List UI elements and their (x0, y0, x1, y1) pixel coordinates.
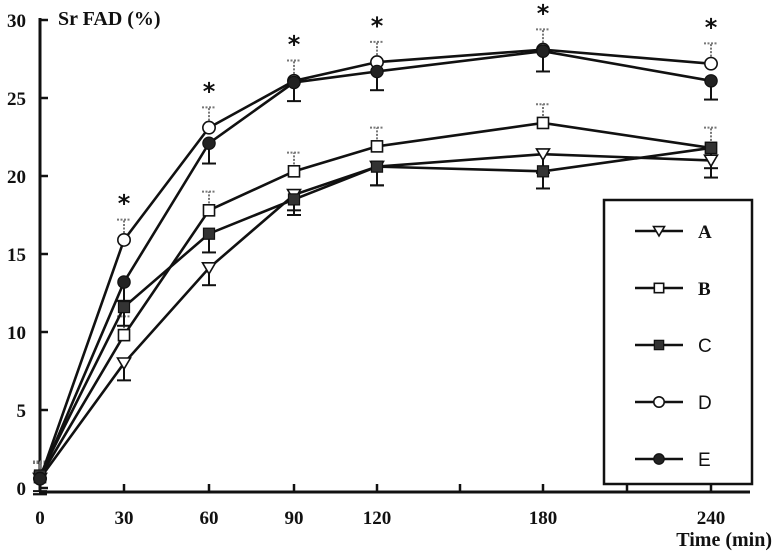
marker-e (704, 74, 718, 88)
marker-b (117, 328, 131, 342)
y-ticks: 0 5 10 15 20 25 30 (7, 11, 48, 500)
legend-marker-a (652, 225, 666, 238)
y-tick-label: 25 (7, 89, 26, 110)
x-ticks: 0 30 60 90 120 180 240 (35, 484, 725, 529)
legend-marker-b (653, 282, 665, 294)
significance-star: * (288, 31, 301, 59)
significance-star: * (203, 77, 216, 105)
marker-e (287, 75, 301, 90)
y-tick-label: 20 (7, 167, 26, 188)
legend-label-b: B (698, 279, 711, 300)
marker-c (704, 141, 718, 155)
x-tick-label: 60 (200, 508, 219, 529)
marker-b (287, 164, 301, 178)
significance-marks: * * * * * * (118, 0, 718, 218)
x-tick-label: 180 (529, 508, 558, 529)
marker-a (116, 357, 132, 371)
marker-b (202, 203, 216, 217)
x-tick-label: 240 (697, 508, 726, 529)
y-tick-label: 5 (17, 401, 27, 422)
y-tick-label: 30 (7, 11, 26, 32)
y-tick-label: 15 (7, 245, 26, 266)
legend-label-d: D (698, 393, 712, 414)
significance-star: * (537, 0, 550, 27)
marker-c (370, 160, 384, 173)
y-tick-label: 10 (7, 323, 26, 344)
legend-marker-c (653, 339, 665, 351)
significance-star: * (118, 190, 131, 218)
marker-e (33, 471, 47, 486)
x-tick-label: 120 (363, 508, 392, 529)
marker-e (370, 64, 384, 79)
marker-d (117, 232, 131, 247)
marker-d (704, 56, 718, 71)
legend-box (602, 198, 754, 486)
marker-c (287, 193, 301, 206)
legend: A B C D E (602, 198, 754, 486)
x-tick-label: 30 (115, 508, 134, 529)
marker-a (703, 154, 719, 168)
significance-star: * (371, 12, 384, 40)
marker-a (201, 262, 217, 276)
marker-e (536, 44, 550, 58)
marker-b (370, 140, 384, 153)
legend-label-c: C (698, 336, 712, 357)
x-tick-label: 0 (35, 508, 45, 529)
y-tick-label: 0 (17, 479, 27, 500)
y-axis-title: Sr FAD (%) (58, 8, 161, 30)
legend-label-a: A (698, 222, 712, 243)
marker-c (536, 165, 550, 178)
legend-marker-d (652, 395, 666, 409)
significance-star: * (705, 13, 718, 41)
marker-b (536, 116, 550, 130)
legend-label-e: E (698, 450, 711, 471)
marker-a (535, 148, 551, 162)
x-tick-label: 90 (285, 508, 304, 529)
marker-c (117, 300, 131, 314)
marker-c (202, 227, 216, 240)
legend-marker-e (653, 453, 665, 465)
series-markers (32, 42, 719, 487)
marker-e (117, 275, 131, 289)
marker-d (202, 120, 216, 135)
marker-e (202, 136, 216, 151)
x-axis-title: Time (min) (676, 529, 772, 551)
